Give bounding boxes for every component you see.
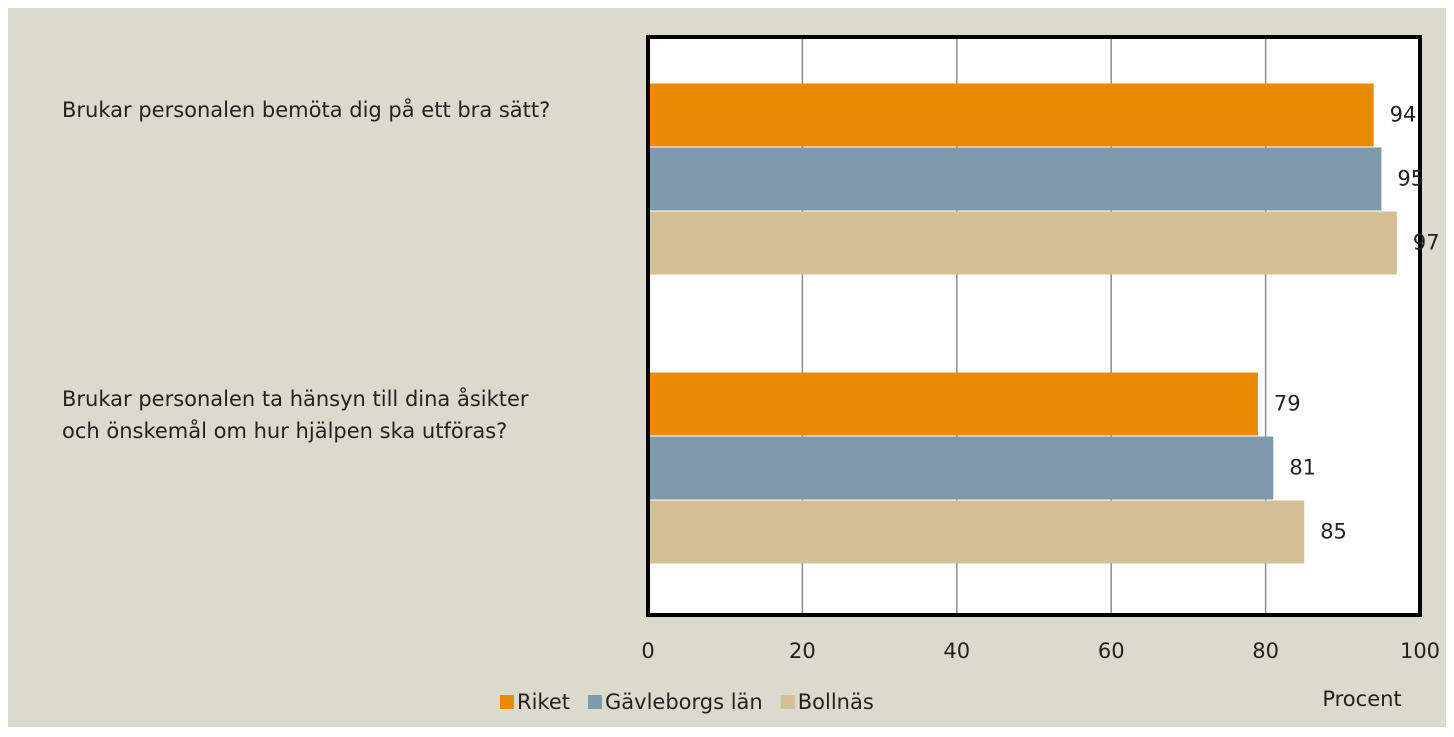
x-tick-label: 80 [1252, 639, 1279, 663]
bar [648, 83, 1374, 147]
legend-label: Riket [517, 690, 570, 714]
legend-label: Bollnäs [798, 690, 874, 714]
x-tick-label: 60 [1098, 639, 1125, 663]
bar [648, 436, 1274, 500]
legend-swatch [780, 695, 795, 709]
value-label: 95 [1397, 167, 1424, 191]
value-label: 85 [1320, 520, 1347, 544]
category-label: Brukar personalen bemöta dig på ett bra … [62, 97, 551, 122]
legend-label: Gävleborgs län [605, 690, 763, 714]
bar [648, 211, 1397, 275]
x-axis-label: Procent [1322, 687, 1401, 711]
legend-swatch [588, 695, 602, 709]
bar [648, 500, 1305, 564]
plot-frame [646, 35, 1422, 617]
x-tick-label: 0 [641, 639, 654, 663]
bar [648, 147, 1382, 211]
x-tick-label: 20 [789, 639, 816, 663]
bar [648, 372, 1258, 436]
value-label: 79 [1274, 392, 1301, 416]
legend-swatch [500, 695, 514, 709]
value-label: 81 [1289, 456, 1316, 480]
category-label: Brukar personalen ta hänsyn till dina ås… [62, 386, 529, 443]
x-tick-label: 40 [943, 639, 970, 663]
value-label: 97 [1413, 231, 1440, 255]
x-tick-label: 100 [1400, 639, 1440, 663]
value-label: 94 [1390, 103, 1417, 127]
